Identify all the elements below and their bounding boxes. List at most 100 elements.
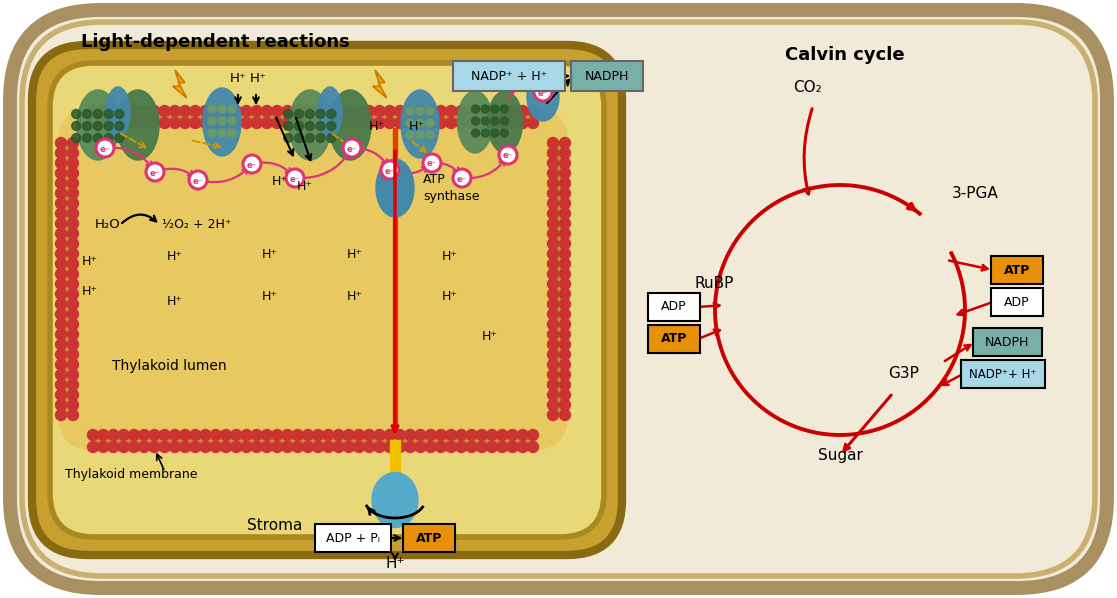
Text: CO₂: CO₂	[793, 80, 822, 95]
Circle shape	[56, 309, 67, 320]
Text: ADP + Pᵢ: ADP + Pᵢ	[326, 532, 380, 545]
Circle shape	[405, 107, 414, 115]
Circle shape	[251, 429, 262, 441]
Circle shape	[476, 441, 487, 453]
Circle shape	[333, 441, 344, 453]
Circle shape	[560, 238, 571, 249]
Text: H⁺: H⁺	[273, 175, 288, 188]
Circle shape	[560, 178, 571, 189]
Text: NADP⁺+ H⁺: NADP⁺+ H⁺	[970, 368, 1037, 380]
Circle shape	[354, 441, 364, 453]
Circle shape	[67, 359, 78, 370]
Circle shape	[560, 399, 571, 410]
Circle shape	[159, 105, 170, 117]
Circle shape	[293, 429, 303, 441]
Text: H⁺: H⁺	[168, 250, 183, 263]
Circle shape	[446, 105, 457, 117]
Text: e⁻: e⁻	[347, 145, 357, 154]
FancyBboxPatch shape	[648, 293, 700, 321]
Circle shape	[500, 117, 508, 125]
Circle shape	[560, 349, 571, 360]
Circle shape	[293, 117, 303, 129]
Circle shape	[527, 441, 538, 453]
Text: H₂O: H₂O	[95, 218, 121, 231]
Circle shape	[67, 339, 78, 350]
Circle shape	[200, 105, 211, 117]
Circle shape	[56, 269, 67, 279]
Circle shape	[560, 218, 571, 229]
Circle shape	[414, 441, 426, 453]
Circle shape	[517, 105, 528, 117]
Circle shape	[436, 441, 447, 453]
Circle shape	[67, 329, 78, 340]
Circle shape	[547, 238, 558, 249]
Circle shape	[327, 109, 336, 118]
FancyBboxPatch shape	[648, 325, 700, 353]
Circle shape	[104, 121, 113, 130]
FancyBboxPatch shape	[58, 108, 569, 450]
Ellipse shape	[203, 88, 241, 156]
Circle shape	[208, 117, 216, 125]
Circle shape	[323, 117, 334, 129]
Circle shape	[139, 117, 150, 129]
Text: e⁻: e⁻	[427, 160, 437, 169]
Circle shape	[517, 429, 528, 441]
Text: H⁺: H⁺	[249, 72, 266, 85]
Circle shape	[384, 441, 395, 453]
Circle shape	[56, 158, 67, 169]
Circle shape	[333, 429, 344, 441]
Circle shape	[67, 319, 78, 330]
Circle shape	[170, 429, 180, 441]
Circle shape	[354, 117, 364, 129]
Circle shape	[497, 117, 508, 129]
Circle shape	[149, 429, 160, 441]
Circle shape	[67, 208, 78, 219]
Circle shape	[139, 105, 150, 117]
Circle shape	[56, 238, 67, 249]
Circle shape	[56, 410, 67, 420]
Text: H⁺: H⁺	[483, 330, 498, 343]
Circle shape	[333, 105, 344, 117]
Circle shape	[374, 429, 385, 441]
Circle shape	[466, 441, 477, 453]
Circle shape	[547, 218, 558, 229]
Circle shape	[210, 117, 221, 129]
Circle shape	[490, 129, 499, 137]
Circle shape	[208, 105, 216, 113]
Circle shape	[146, 163, 164, 181]
Circle shape	[56, 248, 67, 260]
Circle shape	[313, 117, 324, 129]
Circle shape	[218, 117, 226, 125]
Circle shape	[560, 167, 571, 179]
Circle shape	[97, 429, 108, 441]
Circle shape	[67, 369, 78, 380]
Circle shape	[170, 441, 180, 453]
Circle shape	[281, 429, 293, 441]
Text: NADP⁺ + H⁺: NADP⁺ + H⁺	[471, 69, 547, 83]
Circle shape	[490, 105, 499, 113]
Circle shape	[547, 198, 558, 209]
Circle shape	[284, 133, 293, 142]
Circle shape	[497, 105, 508, 117]
Circle shape	[67, 188, 78, 199]
Text: e⁻: e⁻	[247, 160, 257, 169]
Text: H⁺: H⁺	[262, 290, 278, 303]
Circle shape	[108, 429, 120, 441]
Circle shape	[149, 105, 160, 117]
Circle shape	[190, 105, 201, 117]
Circle shape	[210, 105, 221, 117]
Circle shape	[281, 117, 293, 129]
Circle shape	[108, 117, 120, 129]
Circle shape	[507, 441, 518, 453]
Circle shape	[343, 117, 354, 129]
Circle shape	[189, 171, 207, 189]
Circle shape	[364, 117, 375, 129]
Circle shape	[261, 117, 273, 129]
Circle shape	[56, 319, 67, 330]
Circle shape	[67, 399, 78, 410]
Circle shape	[231, 429, 241, 441]
Ellipse shape	[376, 159, 414, 217]
Text: e⁻: e⁻	[538, 89, 548, 97]
Circle shape	[313, 429, 324, 441]
Circle shape	[281, 441, 293, 453]
